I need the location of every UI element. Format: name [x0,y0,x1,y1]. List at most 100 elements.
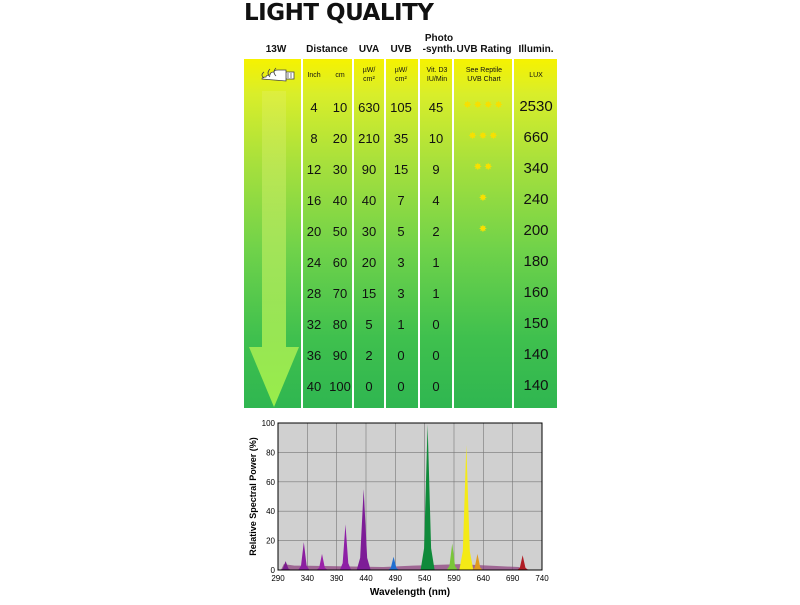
table-cell-uva: 630 [358,100,380,115]
table-cell-uva: 2 [365,348,373,363]
table-cell-uvb: 0 [397,379,405,394]
plot-frame [277,422,543,571]
table-cell-uva: 0 [365,379,373,394]
table-cell-uva: 210 [358,131,380,146]
table-cell-uvb: 3 [397,286,405,301]
table-cell-inch: 32 [306,317,322,332]
table-cell-uvb: 0 [397,348,405,363]
table-cell-inch: 20 [306,224,322,239]
header-uvb-rating: UVB Rating [456,44,512,55]
table-cell-lux: 660 [523,129,549,146]
table-cell-uvb: 5 [397,224,405,239]
uvb-rating-stars: ✸✸ [473,162,495,173]
table-cell-vitd3: 2 [432,224,440,239]
y-axis-label: Relative Spectral Power (%) [248,437,258,556]
table-cell-uva: 90 [361,162,377,177]
uvb-rating-stars: ✸✸✸✸ [463,100,505,111]
table-cell-inch: 40 [306,379,322,394]
spectral-peak [471,553,484,570]
table-cell-inch: 24 [306,255,322,270]
spectral-peak [459,445,474,570]
table-cell-cm: 80 [332,317,348,332]
x-tick-label: 690 [506,574,520,583]
table-cell-lux: 2530 [519,98,553,115]
table-cell-cm: 100 [329,379,351,394]
spectral-peak [387,556,400,570]
table-cell-inch: 28 [306,286,322,301]
y-tick-label: 60 [266,478,275,487]
y-tick-label: 20 [266,537,275,546]
subheader-uva-unit-1: µW/ [362,67,376,74]
table-cell-lux: 150 [523,315,549,332]
table-cell-cm: 60 [332,255,348,270]
spectral-peak [517,555,529,570]
table-cell-lux: 140 [523,346,549,363]
table-cell-inch: 16 [306,193,322,208]
spectral-peak [280,561,292,570]
table-cell-lux: 180 [523,253,549,270]
x-tick-label: 390 [330,574,344,583]
column-divider [301,59,303,408]
spectral-peak [356,489,371,570]
x-tick-label: 590 [447,574,461,583]
table-cell-uva: 15 [361,286,377,301]
spectral-chart-svg: 290 340 390 440 490 540 590 640 690 740 0 20 40 60 80… [248,419,549,598]
subheader-uva-unit-2: cm² [363,76,375,83]
light-quality-table: 13W Distance UVA UVB Photo -synth. UVB R… [244,34,557,408]
uvb-rating-stars: ✸ [478,193,490,204]
subheader-inch: Inch [307,72,321,79]
table-cell-vitd3: 45 [428,100,444,115]
x-tick-label: 440 [359,574,373,583]
x-axis-label: Wavelength (nm) [370,587,450,598]
table-cell-uvb: 105 [390,100,412,115]
subheader-uvb-unit-2: cm² [395,76,407,83]
x-tick-labels: 290 340 390 440 490 540 590 640 690 740 [271,574,549,583]
table-cell-uvb: 15 [393,162,409,177]
table-cell-uvb: 35 [393,131,409,146]
spectral-peaks [280,424,531,570]
table-cell-vitd3: 4 [432,193,440,208]
table-cell-inch: 12 [306,162,322,177]
table-cell-uvb: 7 [397,193,405,208]
table-cell-lux: 140 [523,377,549,394]
spectral-peak [298,542,310,570]
header-photo-line2: -synth. [422,44,456,55]
table-cell-cm: 20 [332,131,348,146]
table-cell-lux: 240 [523,191,549,208]
table-cell-uva: 5 [365,317,373,332]
table-cell-cm: 90 [332,348,348,363]
table-cell-cm: 50 [332,224,348,239]
y-tick-labels: 0 20 40 60 80 100 [262,419,276,575]
table-cell-lux: 160 [523,284,549,301]
table-cell-uvb: 1 [397,317,405,332]
table-cell-vitd3: 0 [432,348,440,363]
table-cell-uva: 20 [361,255,377,270]
y-tick-label: 100 [262,419,276,428]
table-cell-inch: 36 [306,348,322,363]
spectral-chart: 290 340 390 440 490 540 590 640 690 740 0 20 40 60 80… [244,412,556,600]
x-tick-label: 540 [418,574,432,583]
uvb-rating-stars: ✸✸✸ [468,131,500,142]
table-cell-vitd3: 1 [432,255,440,270]
page-title: LIGHT QUALITY [244,0,434,26]
subheader-reptile-2: UVB Chart [467,76,501,83]
header-distance: Distance [306,44,348,55]
column-divider [418,59,420,408]
compact-lamp-icon [261,67,295,82]
subheader-uvb-unit-1: µW/ [394,67,408,74]
plot-area [278,423,542,570]
x-tick-label: 490 [389,574,403,583]
table-cell-uvb: 3 [397,255,405,270]
spectral-peak [316,553,328,570]
subheader-lux: LUX [529,72,543,79]
table-cell-cm: 40 [332,193,348,208]
subheader-cm: cm [335,72,345,79]
table-cell-cm: 70 [332,286,348,301]
x-tick-label: 290 [271,574,285,583]
header-uva: UVA [358,44,380,55]
header-illumination: Illumin. [518,44,554,55]
table-cell-inch: 8 [310,131,318,146]
column-divider [512,59,514,408]
table-cell-lux: 340 [523,160,549,177]
x-tick-label: 640 [477,574,491,583]
